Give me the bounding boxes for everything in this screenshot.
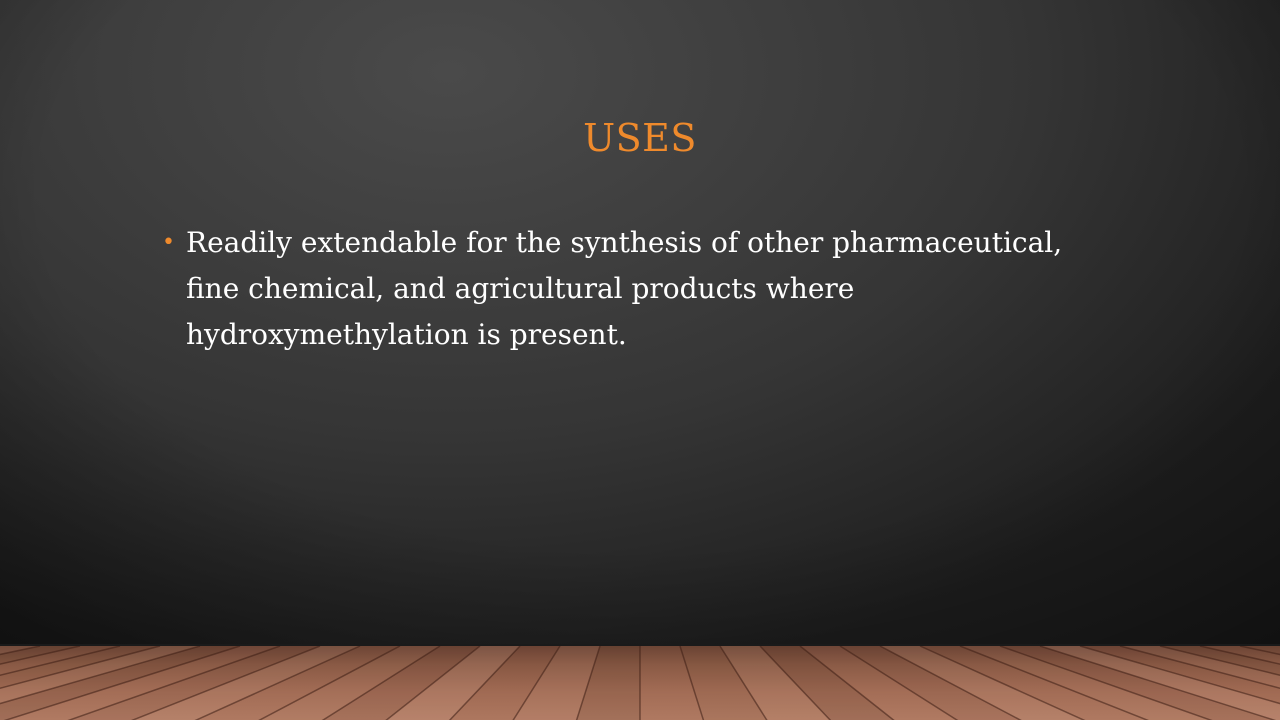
slide-title: USES [583,116,697,160]
floor-plank-seam [0,646,201,705]
floor-plank-seam [959,646,1149,720]
floor-plank-seam [1079,646,1280,705]
floor-plank-seam [258,646,401,720]
floor-plank-seam [799,646,895,720]
floor-plank-seam [67,646,281,720]
floor-plank-seam [1119,646,1280,689]
floor-plank-seam [448,646,521,720]
floor-plank-seam [0,646,81,665]
floor-plank-seam [0,646,161,689]
floor-plank-seam [919,646,1086,720]
floor-plank [720,646,831,720]
bullet-text-line-1: Readily extendable for the synthesis of … [186,226,1063,259]
floor-plank [513,646,600,720]
floor-plank [1000,646,1274,720]
floor-plank-seam [839,646,959,720]
slide-content: • Readily extendable for the synthesis o… [162,220,1122,358]
floor-plank [576,646,640,720]
floor-plank-seam [719,646,768,720]
floor-plank [760,646,894,720]
floor-plank-seam [1159,646,1280,677]
floor-plank-seam [999,646,1213,720]
floor-plank-seam [3,646,241,720]
bullet-text-line-3: hydroxymethylation is present. [186,318,627,351]
floor-plank [133,646,360,720]
bullet-text-line-2: fine chemical, and agricultural products… [186,272,855,305]
floor-plank [323,646,480,720]
floor-plank-seam [385,646,481,720]
floor-plank-seam [1039,646,1277,720]
floor-plank-seam [512,646,561,720]
floor-plank [840,646,1021,720]
floor-plank-seam [879,646,1022,720]
floor-plank [880,646,1084,720]
floor-plank [69,646,320,720]
floor-plank-seam [194,646,361,720]
floor-plank-seam [131,646,321,720]
floor-plank-seam [1199,646,1280,665]
floor-planks [0,646,1280,720]
floor-plank-seam [759,646,832,720]
floor-plank-seam [321,646,441,720]
bullet-dot-icon: • [162,230,175,255]
floor-plank-seam [0,646,121,677]
floor-plank-seam [575,646,601,720]
floor-plank-seam [679,646,705,720]
bullet-item: • Readily extendable for the synthesis o… [162,220,1122,358]
wood-floor [0,644,1280,720]
floor-plank [386,646,520,720]
